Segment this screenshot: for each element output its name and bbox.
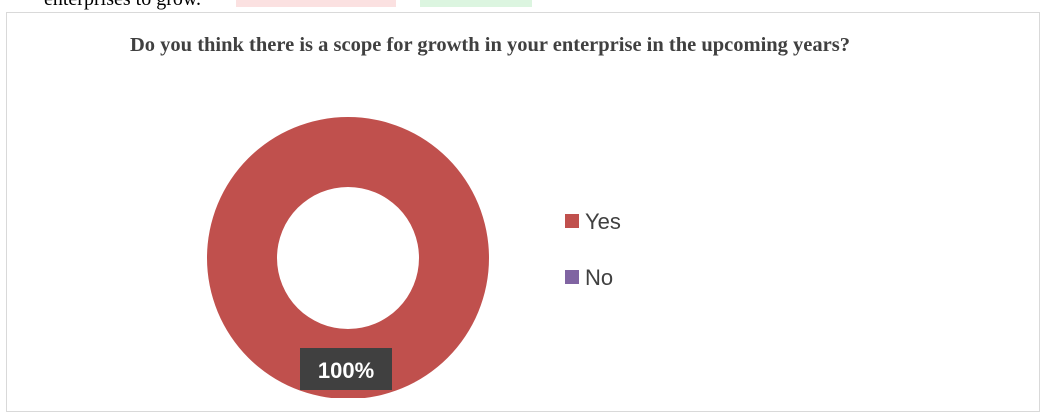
data-label-text: 100% [318,358,374,383]
legend-swatch-yes [565,214,579,228]
previous-paragraph-text: enterprises to grow. [44,0,201,11]
legend-label-yes: Yes [585,209,621,234]
legend-label-no: No [585,265,613,290]
data-label-background [300,348,392,390]
donut-slice-yes [207,117,489,398]
legend-swatch-no [565,270,579,284]
chart-title: Do you think there is a scope for growth… [130,34,850,56]
watermark-band-green [420,0,532,7]
chart-legend: Yes No [556,184,654,310]
legend-background [556,184,654,310]
data-label-yes: 100% [300,348,392,390]
watermark-band-red [236,0,396,7]
chart-area [6,12,1040,412]
donut-chart: 100% Yes No [207,117,654,398]
